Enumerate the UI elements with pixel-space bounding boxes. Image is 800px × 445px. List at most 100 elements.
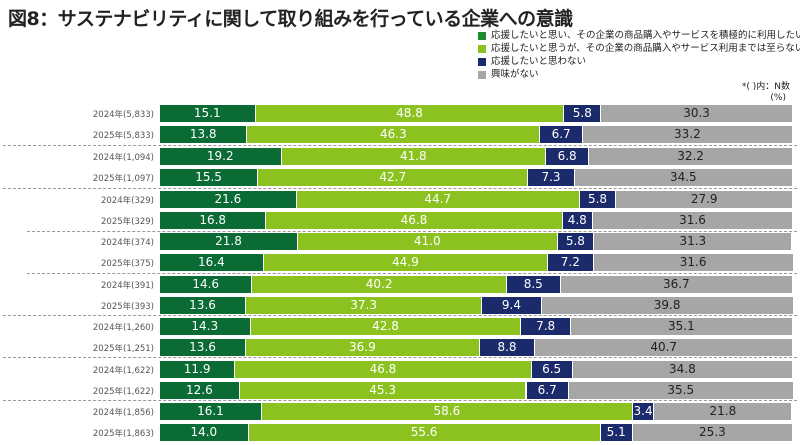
bar-segment: 27.9 — [616, 191, 793, 208]
legend-swatch — [478, 70, 486, 79]
divider — [3, 357, 797, 358]
row-label: 2025年(1,863) — [92, 429, 154, 439]
bar-segment: 44.7 — [296, 191, 580, 208]
group-label: ミレニアル世代 — [9, 320, 87, 352]
row-label: 2025年(1,622) — [92, 387, 154, 397]
row-label: 2025年(1,097) — [92, 174, 154, 184]
bar-segment: 11.9 — [160, 361, 236, 378]
bar-segment: 40.7 — [535, 339, 793, 356]
bar-segment: 14.0 — [160, 424, 249, 441]
bar-segment: 36.7 — [560, 276, 793, 293]
legend-label: 興味がない — [491, 69, 539, 80]
group-label: 全世代平均 — [15, 116, 81, 132]
bar-segment: 33.2 — [582, 126, 793, 143]
bar-segment: 6.7 — [526, 382, 569, 399]
group-label: 20-24歳 — [31, 244, 87, 260]
bar-segment: 46.8 — [266, 212, 563, 229]
group-label: ベビーブーマー世代 — [9, 406, 87, 438]
bar-segment: 7.8 — [521, 318, 571, 335]
unit-label: (%) — [770, 93, 786, 103]
legend-item: 応援したいと思わない — [478, 55, 800, 68]
bar-segment: 46.8 — [235, 361, 532, 378]
row-label: 2024年(329) — [101, 196, 154, 206]
legend-label: 応援したいと思わない — [491, 56, 587, 67]
row-label: 2024年(391) — [101, 281, 154, 291]
bar-segment: 7.2 — [548, 254, 594, 271]
bar-segment: 12.6 — [160, 382, 240, 399]
bar-segment: 31.6 — [592, 212, 793, 229]
bar-segment: 41.8 — [281, 148, 547, 165]
bar-segment: 21.8 — [160, 233, 298, 250]
bar-segment: 45.3 — [239, 382, 527, 399]
bar-segment: 13.6 — [160, 297, 247, 314]
row-label: 2024年(1,260) — [92, 323, 154, 333]
row-label: 2025年(1,251) — [92, 344, 154, 354]
divider — [3, 400, 797, 401]
bar-segment: 44.9 — [263, 254, 548, 271]
bar-segment: 9.4 — [482, 297, 542, 314]
row-label: 2024年(1,856) — [92, 408, 154, 418]
bar-segment: 13.8 — [160, 126, 248, 143]
bar-segment: 5.8 — [564, 105, 602, 122]
bar-segment: 31.3 — [594, 233, 793, 250]
bar-segment: 21.8 — [654, 403, 793, 420]
divider — [3, 315, 797, 316]
chart-title: 図8：サステナビリティに関して取り組みを行っている企業への意識 — [8, 8, 573, 30]
bar-segment: 16.8 — [160, 212, 267, 229]
group-x: X世代 — [3, 358, 93, 400]
bar-segment: 32.2 — [589, 148, 793, 165]
bar-segment: 13.6 — [160, 339, 247, 356]
bar-segment: 6.5 — [531, 361, 573, 378]
bar-segment: 55.6 — [248, 424, 601, 441]
row-label: 2025年(5,833) — [92, 131, 154, 141]
bar-segment: 7.3 — [528, 169, 575, 186]
bar-segment: 8.5 — [506, 276, 561, 293]
bar-segment: 34.5 — [574, 169, 793, 186]
bar-segment: 40.2 — [252, 276, 507, 293]
divider — [27, 273, 797, 274]
legend-item: 応援したいと思い、その企業の商品購入やサービスを積極的に利用したい — [478, 29, 800, 42]
bar-segment: 14.3 — [160, 318, 251, 335]
bar-segment: 14.6 — [160, 276, 253, 293]
row-label: 2025年(329) — [101, 217, 154, 227]
bar-segment: 42.7 — [258, 169, 529, 186]
group-25-29: 25-29歳 — [27, 273, 91, 314]
group-label: Z世代平均 — [17, 159, 79, 175]
bar-segment: 3.4 — [632, 403, 655, 420]
bar-segment: 30.3 — [601, 105, 793, 122]
group-label: 25-29歳 — [31, 286, 87, 301]
row-label: 2025年(393) — [101, 302, 154, 312]
legend-swatch — [478, 44, 486, 53]
bar-segment: 8.8 — [479, 339, 536, 356]
row-label: 2024年(1,094) — [92, 153, 154, 163]
bar-segment: 48.8 — [255, 105, 565, 122]
group-label: Z世代 — [6, 227, 22, 276]
bar-segment: 36.9 — [246, 339, 480, 356]
bar-segment: 6.8 — [546, 148, 590, 165]
row-label: 2025年(375) — [101, 259, 154, 269]
row-label: 2024年(5,833) — [92, 110, 154, 120]
group-z: Z世代 — [2, 189, 26, 314]
bar-segment: 35.1 — [570, 318, 793, 335]
row-label: 2024年(374) — [101, 238, 154, 248]
legend-swatch — [478, 57, 486, 66]
bar-segment: 58.6 — [261, 403, 633, 420]
legend-item: 応援したいと思うが、その企業の商品購入やサービス利用までは至らない — [478, 42, 800, 55]
bar-segment: 46.3 — [247, 126, 541, 143]
group-millennial: ミレニアル世代 — [3, 315, 93, 357]
group-boomer: ベビーブーマー世代 — [3, 401, 93, 443]
legend-label: 応援したいと思うが、その企業の商品購入やサービス利用までは至らない — [491, 43, 800, 54]
group-label: 15-19歳 — [31, 202, 87, 218]
group-label: X世代 — [29, 371, 67, 387]
group-15-19: 15-19歳 — [27, 189, 91, 231]
legend-swatch — [478, 31, 486, 40]
bar-segment: 19.2 — [160, 148, 282, 165]
divider — [27, 231, 797, 232]
n-note: *( )内：N数 — [741, 82, 790, 92]
bar-segment: 16.1 — [160, 403, 262, 420]
bar-segment: 16.4 — [160, 254, 264, 271]
row-label: 2024年(1,622) — [92, 366, 154, 376]
bar-segment: 31.6 — [593, 254, 794, 271]
bar-segment: 15.1 — [160, 105, 256, 122]
bar-segment: 42.8 — [250, 318, 522, 335]
